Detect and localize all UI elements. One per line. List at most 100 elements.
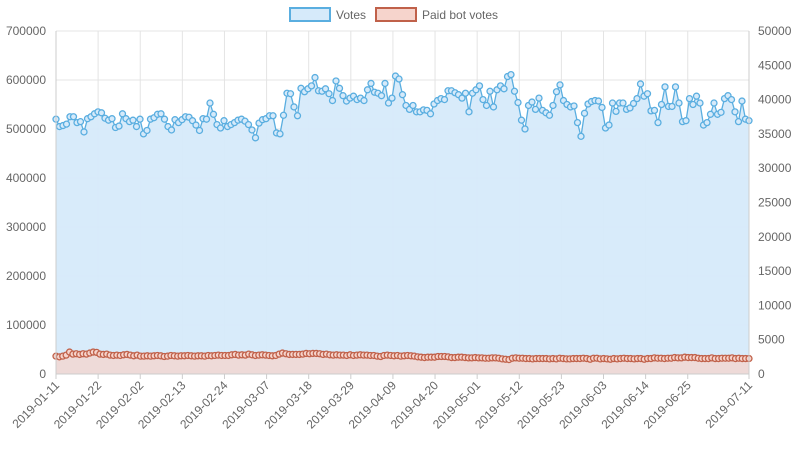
series-point-0 xyxy=(482,101,491,110)
series-point-0 xyxy=(612,107,620,116)
series-point-0 xyxy=(136,115,144,123)
series-point-0 xyxy=(360,96,368,105)
series-point-0 xyxy=(118,110,127,118)
series-point-0 xyxy=(307,82,316,90)
series-point-0 xyxy=(528,98,536,106)
series-point-0 xyxy=(738,97,746,105)
series-point-0 xyxy=(577,132,585,141)
y-right-tick-label: 0 xyxy=(758,367,765,381)
series-point-0 xyxy=(206,99,214,107)
series-point-0 xyxy=(80,128,88,136)
series-point-0 xyxy=(717,108,725,116)
series-point-0 xyxy=(167,126,176,134)
series-point-0 xyxy=(328,96,337,105)
y-left-tick-label: 600000 xyxy=(6,73,46,87)
series-point-0 xyxy=(710,99,718,107)
series-point-0 xyxy=(489,103,498,111)
series-point-0 xyxy=(384,99,393,107)
series-point-0 xyxy=(76,118,85,126)
series-point-0 xyxy=(731,108,739,116)
series-point-0 xyxy=(545,111,554,119)
series-point-0 xyxy=(486,87,494,95)
y-left-tick-label: 700000 xyxy=(6,24,46,38)
series-point-0 xyxy=(62,120,71,128)
series-point-0 xyxy=(209,110,218,118)
series-point-0 xyxy=(696,99,704,107)
series-point-0 xyxy=(580,109,589,117)
series-point-0 xyxy=(311,73,319,82)
series-point-0 xyxy=(426,110,435,118)
series-point-0 xyxy=(692,92,701,100)
series-point-0 xyxy=(440,95,449,104)
series-point-0 xyxy=(668,102,676,111)
series-point-0 xyxy=(363,86,372,94)
series-point-0 xyxy=(619,99,627,107)
series-point-0 xyxy=(279,111,288,119)
series-point-0 xyxy=(332,77,340,85)
series-point-0 xyxy=(479,95,487,104)
series-point-0 xyxy=(689,100,697,109)
series-point-0 xyxy=(276,130,284,138)
series-point-0 xyxy=(69,113,78,121)
legend-label-0: Votes xyxy=(336,8,366,22)
series-point-0 xyxy=(286,90,295,98)
series-point-0 xyxy=(381,79,389,88)
y-right-tick-label: 50000 xyxy=(758,24,792,38)
series-fill-0 xyxy=(56,74,749,375)
series-point-0 xyxy=(202,115,211,123)
series-point-0 xyxy=(192,121,200,129)
series-point-0 xyxy=(388,94,396,102)
series-point-0 xyxy=(521,125,529,133)
series-point-0 xyxy=(675,99,683,107)
series-point-0 xyxy=(395,75,403,83)
series-point-0 xyxy=(157,110,165,118)
series-point-0 xyxy=(552,88,561,96)
series-point-0 xyxy=(633,94,641,103)
y-right-tick-label: 35000 xyxy=(758,127,792,141)
series-point-0 xyxy=(132,122,141,131)
y-right-tick-label: 40000 xyxy=(758,93,792,107)
y-right-tick-label: 5000 xyxy=(758,333,785,347)
series-point-0 xyxy=(398,91,407,99)
series-point-0 xyxy=(195,126,204,135)
series-point-0 xyxy=(682,117,690,125)
x-tick-label: 2019-07-11 xyxy=(702,378,755,431)
series-point-0 xyxy=(594,97,603,105)
series-point-0 xyxy=(734,118,743,126)
y-left-tick-label: 0 xyxy=(39,367,46,381)
series-point-0 xyxy=(143,126,151,135)
series-point-0 xyxy=(160,115,169,123)
series-point-0 xyxy=(475,82,484,90)
series-point-0 xyxy=(465,108,473,116)
series-point-0 xyxy=(461,89,470,97)
y-right-tick-label: 20000 xyxy=(758,230,792,244)
series-point-0 xyxy=(703,118,711,127)
series-point-0 xyxy=(517,116,526,124)
series-point-0 xyxy=(325,90,333,98)
y-right-tick-label: 10000 xyxy=(758,298,792,312)
series-point-0 xyxy=(321,85,330,93)
series-point-0 xyxy=(661,83,669,91)
y-left-tick-label: 400000 xyxy=(6,171,46,185)
series-point-0 xyxy=(535,94,543,102)
series-point-0 xyxy=(269,112,277,120)
series-point-0 xyxy=(608,99,617,107)
legend-label-1: Paid bot votes xyxy=(422,8,498,22)
series-point-0 xyxy=(636,80,645,88)
series-point-0 xyxy=(570,102,578,110)
series-point-0 xyxy=(507,70,515,79)
series-point-0 xyxy=(510,87,519,95)
series-point-0 xyxy=(293,112,302,120)
series-point-0 xyxy=(367,79,375,88)
y-left-tick-label: 100000 xyxy=(6,318,46,332)
series-point-0 xyxy=(248,126,256,134)
series-point-0 xyxy=(339,92,347,100)
series-point-0 xyxy=(244,120,253,129)
series-point-0 xyxy=(514,98,522,107)
series-point-0 xyxy=(115,122,123,130)
series-point-0 xyxy=(629,99,638,108)
y-right-tick-label: 25000 xyxy=(758,196,792,210)
series-point-0 xyxy=(650,106,659,115)
